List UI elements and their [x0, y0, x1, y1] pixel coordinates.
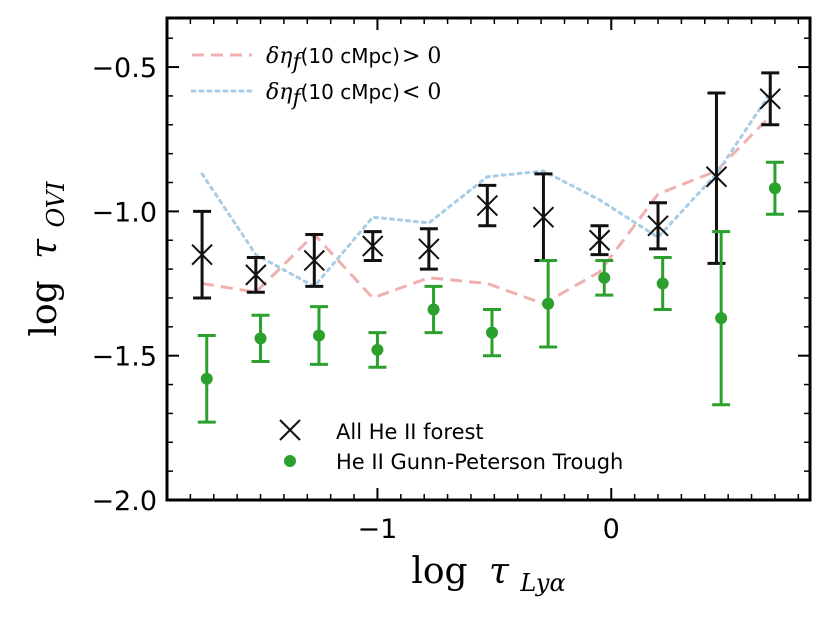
marker-x-all-heii	[191, 243, 213, 266]
tick-labels-layer: −0.5 −1.0 −1.5 −2.0 −1 0	[91, 53, 619, 545]
x-axis-label-symbol: τ	[489, 551, 510, 592]
y-axis-label: log τ OVI	[24, 181, 70, 337]
marker-dot-gp-trough	[542, 297, 555, 310]
marker-x-stroke	[532, 206, 555, 228]
marker-dot-gp-trough	[656, 277, 669, 290]
marker-x-stroke	[418, 238, 440, 260]
marker-x-all-heii	[532, 206, 555, 228]
errorbar-all-heii	[707, 91, 726, 265]
marker-x-stroke	[647, 215, 669, 237]
legend-label-all-heii: All He II forest	[336, 420, 484, 444]
marker-x-all-heii	[647, 215, 669, 237]
legend-x-stroke	[279, 419, 301, 441]
legend-lines: δηf(10 cMpc)> 0 δηf(10 cMpc)< 0	[190, 44, 441, 111]
y-tick-label: −2.0	[91, 486, 157, 517]
y-tick-label: −1.0	[91, 197, 157, 228]
y-axis-label-main: log	[24, 280, 65, 336]
marker-x-all-heii	[418, 238, 440, 260]
marker-dot-gp-trough	[715, 312, 728, 325]
x-axis-label-sub: Lyα	[519, 569, 565, 597]
y-axis-label-symbol: τ	[24, 238, 65, 259]
marker-x-stroke	[476, 194, 499, 217]
marker-x-all-heii	[705, 166, 728, 188]
marker-dot-gp-trough	[598, 271, 611, 284]
marker-x-stroke	[759, 88, 781, 110]
legend-markers: All He II forest He II Gunn-Peterson Tro…	[279, 419, 623, 474]
legend-label-positive: δηf(10 cMpc)> 0	[266, 44, 441, 75]
x-tick-label: −1	[358, 514, 398, 545]
marker-x-all-heii	[759, 88, 781, 110]
marker-dot-gp-trough	[486, 326, 499, 339]
legend-marker-dot	[284, 455, 296, 467]
marker-x-stroke	[362, 235, 384, 257]
y-axis-label-sub: OVI	[42, 181, 70, 228]
marker-dot-gp-trough	[768, 182, 781, 195]
marker-x-stroke	[303, 249, 326, 272]
legend-label-negative: δηf(10 cMpc)< 0	[266, 80, 441, 111]
legend-dot	[284, 455, 296, 467]
x-tick-label: 0	[603, 514, 620, 545]
x-axis-label-main: log	[411, 551, 467, 592]
y-tick-label: −0.5	[91, 53, 157, 84]
trend-lines-layer	[200, 91, 772, 306]
marker-dot-gp-trough	[254, 332, 267, 345]
marker-x-stroke	[245, 264, 267, 286]
markers-layer	[191, 88, 781, 385]
marker-x-all-heii	[303, 249, 326, 272]
marker-x-stroke	[191, 243, 213, 266]
error-bars-layer	[193, 71, 784, 424]
plot-frame	[165, 16, 812, 502]
trend-line-negative	[200, 91, 772, 289]
legend-marker-x	[279, 419, 301, 441]
x-axis-label: log τ Lyα	[411, 551, 565, 597]
marker-x-all-heii	[245, 264, 267, 286]
marker-x-all-heii	[588, 229, 611, 251]
marker-x-all-heii	[476, 194, 499, 217]
legend-label-gp-trough: He II Gunn-Peterson Trough	[336, 450, 623, 474]
marker-x-stroke	[588, 229, 611, 251]
marker-dot-gp-trough	[427, 303, 440, 316]
marker-x-stroke	[705, 166, 728, 188]
marker-dot-gp-trough	[371, 343, 384, 356]
marker-dot-gp-trough	[200, 372, 213, 385]
y-tick-label: −1.5	[91, 342, 157, 373]
marker-x-all-heii	[362, 235, 384, 257]
marker-dot-gp-trough	[312, 329, 325, 342]
